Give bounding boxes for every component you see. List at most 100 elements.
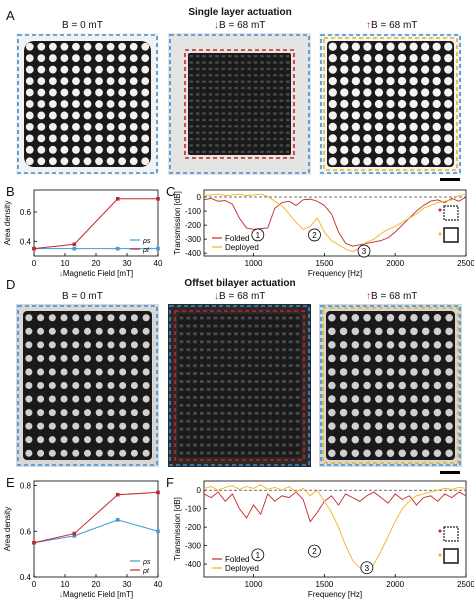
- lattice-cell: [179, 332, 184, 336]
- lattice-cell: [363, 157, 372, 166]
- lattice-cell: [261, 316, 266, 320]
- lattice-cell: [200, 316, 204, 320]
- lattice-cell: [83, 54, 92, 63]
- lattice-cell: [261, 427, 266, 431]
- lattice-cell: [339, 314, 348, 322]
- lattice-cell: [25, 77, 34, 85]
- lattice-cell: [228, 118, 232, 122]
- lattice-cell: [72, 354, 80, 362]
- lattice-cell: [253, 118, 258, 122]
- lattice-cell: [410, 368, 418, 376]
- lattice-cell: [179, 411, 184, 415]
- lattice-cell: [445, 381, 453, 390]
- lattice-cell: [328, 99, 337, 109]
- lattice-cell: [374, 76, 384, 86]
- data-point: [156, 529, 160, 534]
- lattice-cell: [285, 74, 290, 77]
- lattice-cell: [328, 42, 337, 51]
- lattice-cell: [215, 144, 219, 147]
- x-tick-label: 20: [92, 580, 101, 589]
- lattice-cell: [37, 42, 46, 51]
- lattice-cell: [421, 341, 430, 349]
- lattice-cell: [247, 118, 251, 122]
- lattice-cell: [285, 93, 290, 96]
- lattice-cell: [247, 316, 252, 320]
- lattice-cell: [206, 451, 211, 455]
- lattice-cell: [351, 157, 360, 166]
- lattice-cell: [285, 131, 290, 134]
- lattice-cell: [193, 348, 197, 352]
- data-point: [32, 246, 36, 251]
- lattice-cell: [433, 395, 442, 403]
- x-tick-label: 2500: [457, 580, 474, 589]
- section1-title: Single layer actuation: [188, 7, 292, 18]
- lattice-cell: [215, 106, 219, 109]
- lattice-cell: [234, 131, 239, 134]
- lattice-cell: [72, 65, 80, 74]
- lattice-cell: [275, 372, 279, 376]
- lattice-cell: [83, 123, 92, 131]
- annotation-marker: 3: [360, 561, 374, 575]
- lattice-cell: [386, 134, 395, 143]
- lattice-cell: [275, 348, 279, 352]
- y-tick-label: 0.6: [20, 208, 32, 217]
- lattice-cell: [200, 427, 204, 431]
- lattice-cell: [72, 422, 80, 430]
- lattice-cell: [409, 122, 418, 132]
- lattice-cell: [25, 65, 34, 74]
- lattice-cell: [119, 395, 127, 403]
- lattice-cell: [266, 86, 271, 90]
- lattice-cell: [247, 99, 251, 102]
- lattice-cell: [200, 395, 204, 399]
- lattice-cell: [288, 316, 293, 320]
- lattice-cell: [375, 422, 383, 430]
- lattice-cell: [37, 77, 46, 85]
- lattice-cell: [234, 112, 239, 115]
- lattice-cell: [285, 55, 290, 58]
- lattice-cell: [295, 340, 300, 344]
- lattice-cell: [285, 144, 290, 147]
- lattice-cell: [247, 427, 252, 431]
- lattice-cell: [118, 157, 127, 166]
- lattice-cell: [268, 332, 273, 336]
- lattice-cell: [240, 112, 245, 115]
- lattice-cell: [48, 395, 56, 403]
- lattice-cell: [193, 316, 197, 320]
- lattice-cell: [95, 327, 103, 335]
- lattice-cell: [107, 381, 115, 390]
- lattice-cell: [340, 99, 349, 109]
- lattice-cell: [421, 134, 430, 143]
- lattice-cell: [432, 65, 441, 74]
- lattice-cell: [60, 327, 68, 335]
- lattice-cell: [83, 314, 92, 322]
- lattice-cell: [213, 348, 218, 352]
- lattice-cell: [220, 395, 225, 399]
- lattice-cell: [253, 137, 258, 141]
- lattice-cell: [351, 408, 360, 417]
- lattice-cell: [279, 106, 284, 109]
- lattice-cell: [202, 99, 206, 102]
- lattice-cell: [119, 368, 127, 376]
- lattice-cell: [200, 388, 204, 391]
- lattice-cell: [285, 67, 290, 71]
- lattice-cell: [288, 403, 293, 407]
- lattice-cell: [273, 67, 277, 71]
- lattice-cell: [386, 54, 395, 63]
- lattice-cell: [240, 118, 245, 122]
- lattice-cell: [351, 42, 360, 51]
- annotation-marker: 3: [357, 244, 371, 258]
- lattice-cell: [234, 364, 238, 368]
- lattice-cell: [268, 451, 273, 455]
- lattice-cell: [193, 443, 197, 447]
- lattice-cell: [221, 118, 226, 122]
- lattice-cell: [195, 93, 200, 96]
- lattice-cell: [130, 327, 138, 335]
- lattice-cell: [142, 381, 150, 390]
- lattice-cell: [386, 395, 395, 403]
- lattice-cell: [83, 145, 92, 154]
- lattice-cell: [234, 125, 239, 128]
- lattice-cell: [95, 88, 103, 97]
- x-tick-label: 1500: [315, 580, 333, 589]
- lattice-cell: [328, 76, 337, 86]
- lattice-cell: [48, 422, 56, 430]
